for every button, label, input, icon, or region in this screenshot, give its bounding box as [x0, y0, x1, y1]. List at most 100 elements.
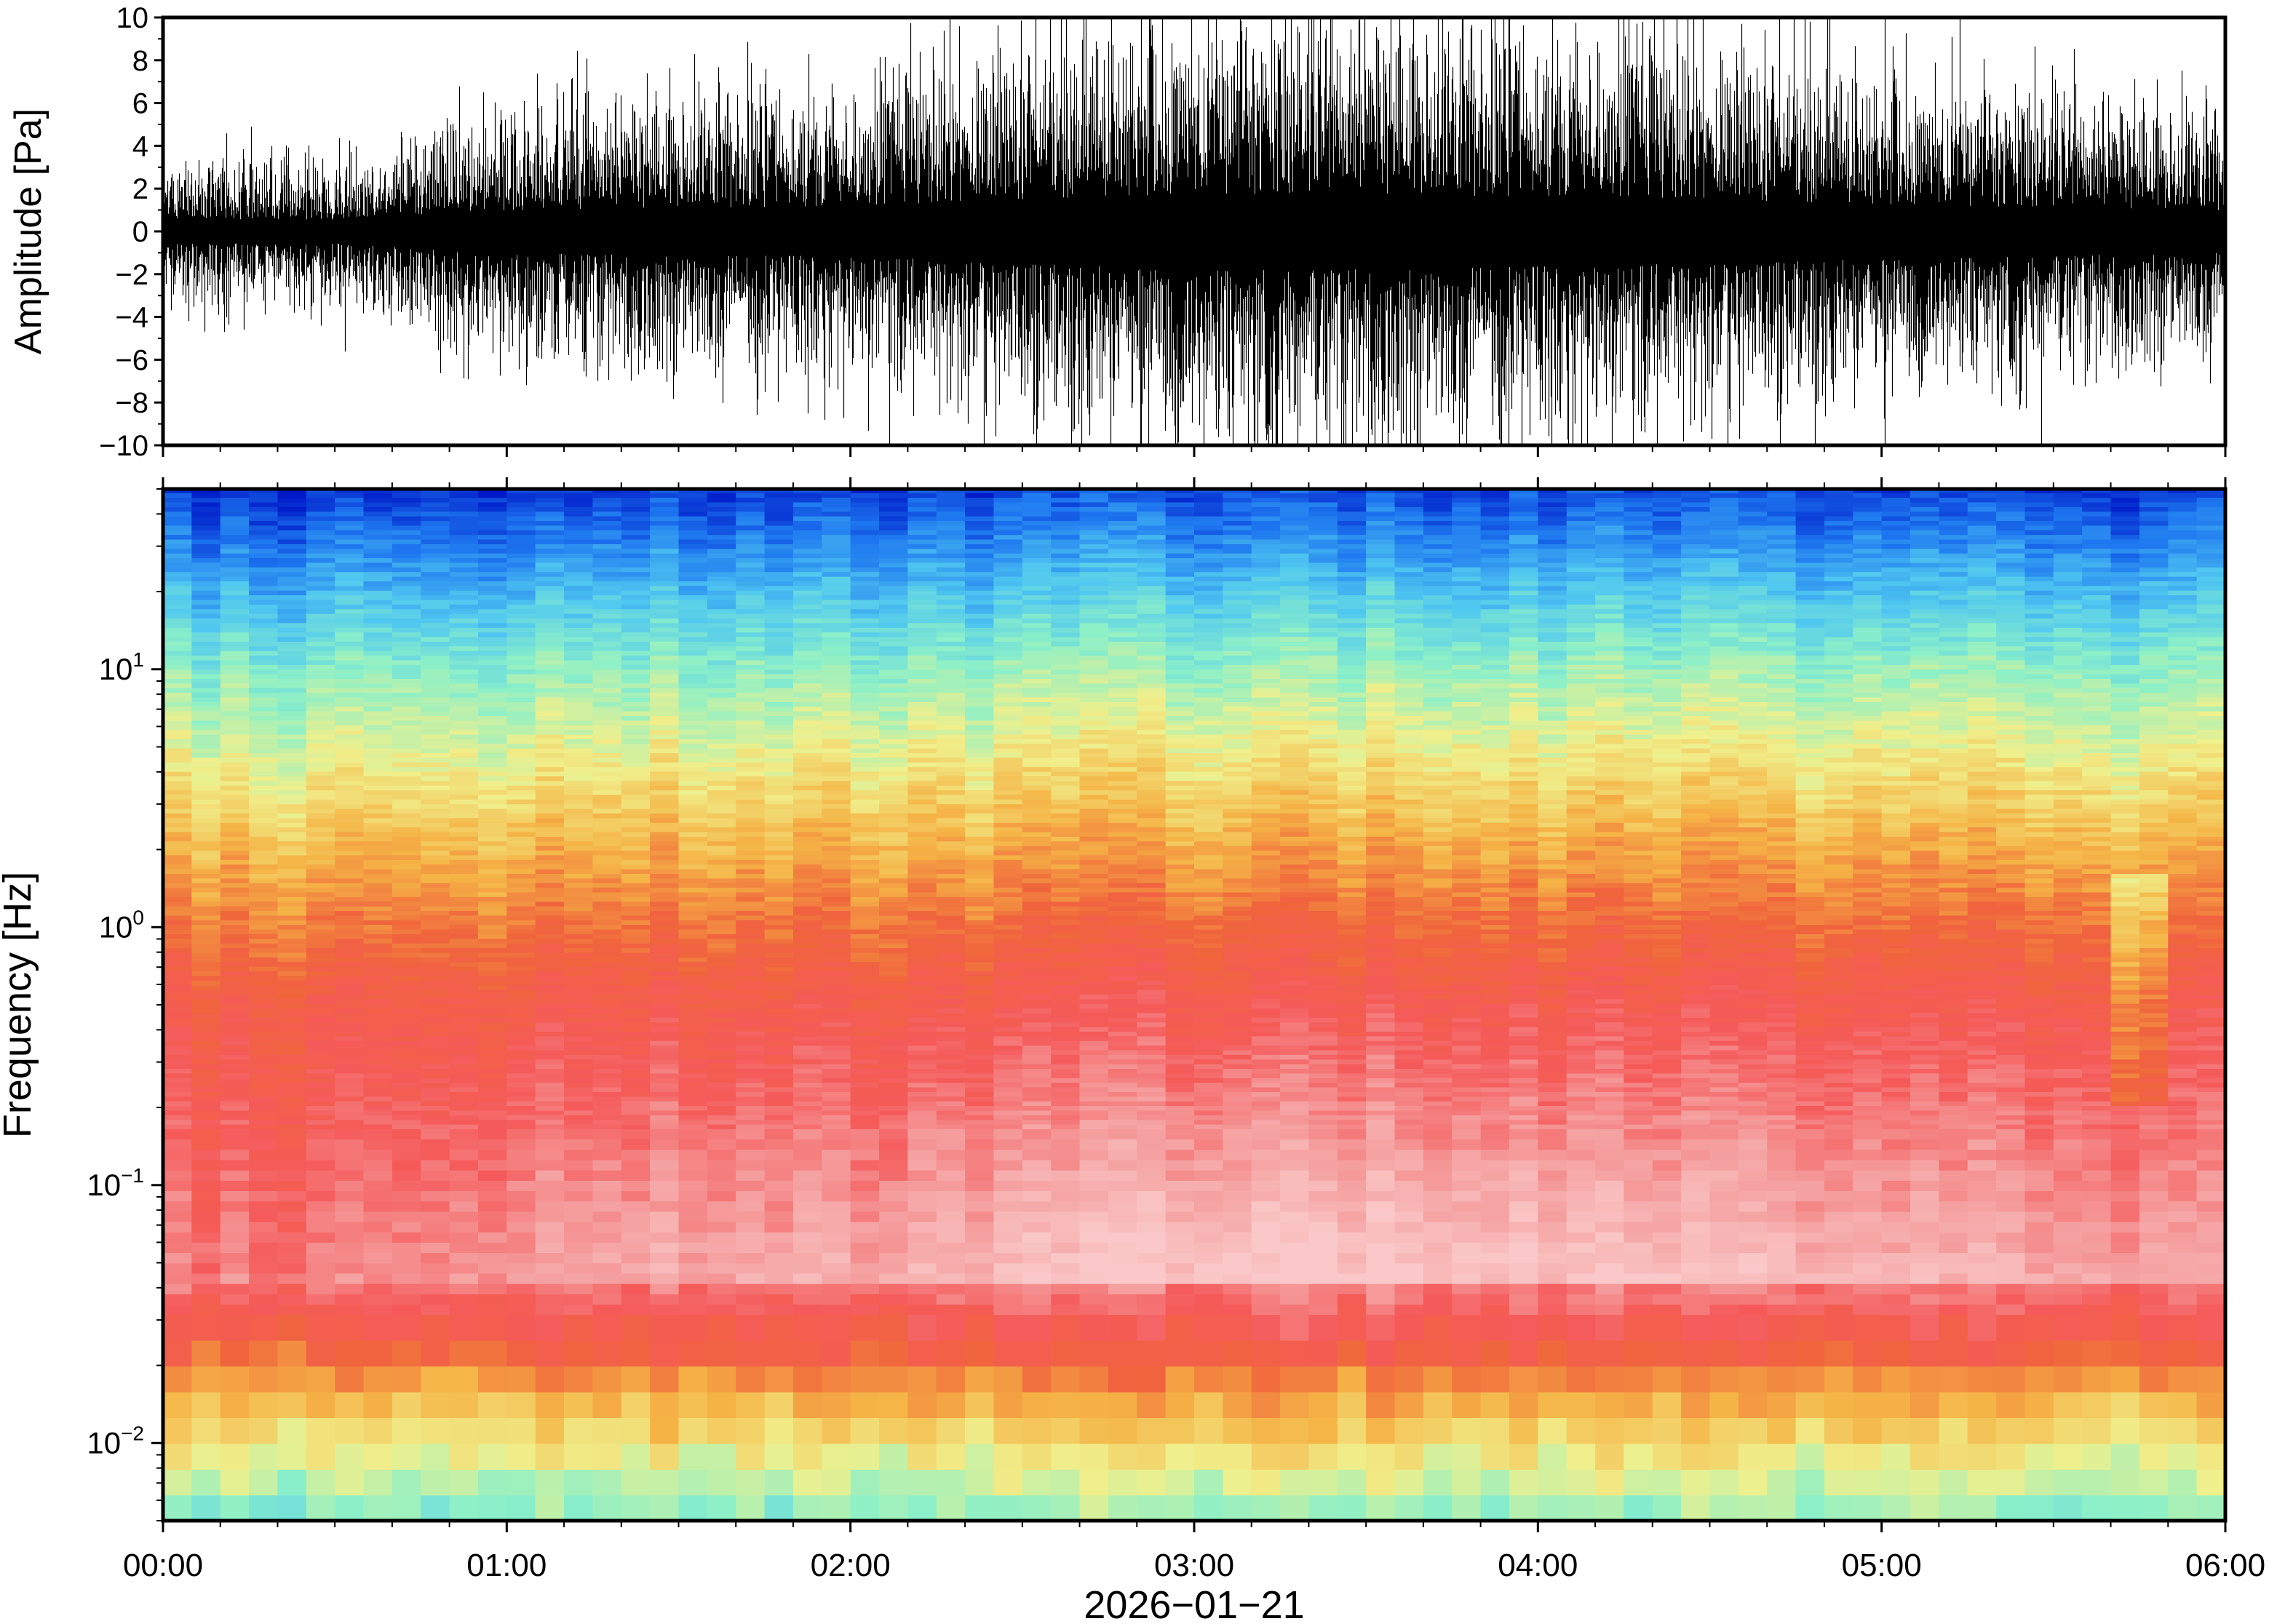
spectrogram-cell: [879, 747, 909, 754]
spectrogram-cell: [936, 998, 966, 1004]
spectrogram-cell: [220, 961, 250, 967]
spectrogram-cell: [277, 594, 307, 600]
spectrogram-cell: [306, 492, 335, 498]
spectrogram-cell: [535, 1110, 565, 1115]
spectrogram-cell: [650, 1273, 680, 1284]
spectrogram-cell: [506, 1012, 536, 1018]
spectrogram-cell: [306, 757, 335, 763]
spectrogram-cell: [621, 492, 651, 498]
spectrogram-cell: [965, 979, 995, 986]
spectrogram-cell: [564, 1340, 594, 1367]
spectrogram-cell: [535, 530, 565, 536]
spectrogram-cell: [592, 915, 622, 920]
spectrogram-cell: [707, 979, 737, 986]
spectrogram-cell: [477, 850, 508, 856]
spectrogram-cell: [592, 1314, 622, 1341]
spectrogram-cell: [191, 669, 221, 674]
spectrogram-cell: [965, 1494, 995, 1521]
spectrogram-cell: [477, 1139, 508, 1150]
spectrogram-cell: [249, 747, 279, 754]
spectrogram-cell: [850, 511, 880, 517]
spectrogram-cell: [965, 655, 995, 661]
spectrogram-cell: [621, 489, 651, 493]
spectrogram-cell: [850, 599, 880, 605]
spectrogram-cell: [707, 1072, 737, 1078]
spectrogram-cell: [993, 1340, 1023, 1367]
spectrogram-cell: [477, 530, 508, 536]
spectrogram-cell: [792, 1211, 823, 1222]
spectrogram-cell: [650, 581, 680, 586]
spectrogram-cell: [277, 520, 307, 526]
spectrogram-cell: [363, 887, 393, 893]
spectrogram-cell: [191, 1003, 221, 1009]
spectrogram-cell: [363, 715, 393, 721]
spectrogram-cell: [764, 1262, 794, 1274]
spectrogram-cell: [506, 1366, 536, 1393]
spectrogram-cell: [506, 552, 536, 559]
spectrogram-cell: [506, 1105, 536, 1111]
spectrogram-cell: [822, 1169, 851, 1181]
spectrogram-cell: [421, 1091, 450, 1097]
spectrogram-cell: [306, 1139, 335, 1150]
spectrogram-cell: [822, 589, 851, 596]
spectrogram-cell: [220, 989, 250, 995]
spectrogram-cell: [449, 971, 479, 976]
spectrogram-cell: [621, 877, 651, 883]
spectrogram-cell: [277, 544, 307, 549]
spectrogram-cell: [792, 650, 823, 656]
spectrogram-cell: [850, 1119, 880, 1125]
spectrogram-cell: [736, 567, 766, 573]
spectrogram-cell: [506, 692, 536, 698]
spectrogram-cell: [506, 710, 536, 717]
spectrogram-cell: [220, 1110, 250, 1115]
spectrogram-cell: [965, 1159, 995, 1171]
spectrogram-cell: [249, 1026, 279, 1032]
spectrogram-cell: [306, 489, 335, 493]
spectrogram-cell: [191, 511, 221, 517]
spectrogram-cell: [792, 887, 823, 893]
spectrogram-cell: [449, 747, 479, 754]
spectrogram-cell: [965, 627, 995, 633]
spectrogram-cell: [822, 961, 851, 967]
spectrogram-cell: [678, 864, 708, 869]
spectrogram-cell: [850, 966, 880, 971]
spectrogram-cell: [306, 725, 335, 731]
spectrogram-cell: [965, 1063, 995, 1070]
spectrogram-cell: [249, 636, 279, 642]
spectrogram-cell: [764, 534, 794, 540]
spectrogram-cell: [965, 594, 995, 600]
spectrogram-cell: [277, 859, 307, 865]
spectrogram-cell: [564, 650, 594, 656]
spectrogram-cell: [850, 789, 880, 795]
spectrogram-cell: [936, 1159, 966, 1171]
spectrogram-cell: [477, 984, 508, 990]
spectrogram-cell: [220, 1169, 250, 1181]
spectrogram-cell: [564, 1190, 594, 1202]
spectrogram-cell: [764, 1314, 794, 1341]
spectrogram-cell: [993, 794, 1023, 800]
spectrogram-cell: [564, 998, 594, 1004]
spectrogram-cell: [936, 891, 966, 897]
spectrogram-cell: [220, 873, 250, 879]
spectrogram-cell: [592, 1031, 622, 1037]
spectrogram-cell: [792, 687, 823, 693]
spectrogram-cell: [335, 525, 365, 530]
spectrogram-cell: [449, 552, 479, 559]
spectrogram-cell: [249, 1077, 279, 1083]
spectrogram-cell: [335, 998, 365, 1004]
spectrogram-cell: [736, 501, 766, 507]
spectrogram-cell: [191, 836, 221, 842]
spectrogram-cell: [564, 1252, 594, 1264]
spectrogram-cell: [306, 613, 335, 619]
spectrogram-cell: [163, 822, 193, 828]
spectrogram-cell: [392, 864, 422, 869]
spectrogram-cell: [306, 864, 335, 869]
spectrogram-cell: [335, 618, 365, 624]
spectrogram-cell: [592, 613, 622, 619]
spectrogram-cell: [907, 1123, 937, 1129]
spectrogram-cell: [220, 854, 250, 860]
spectrogram-cell: [392, 544, 422, 549]
spectrogram-cell: [220, 934, 250, 939]
spectrogram-cell: [650, 1494, 680, 1521]
spectrogram-cell: [592, 1159, 622, 1171]
